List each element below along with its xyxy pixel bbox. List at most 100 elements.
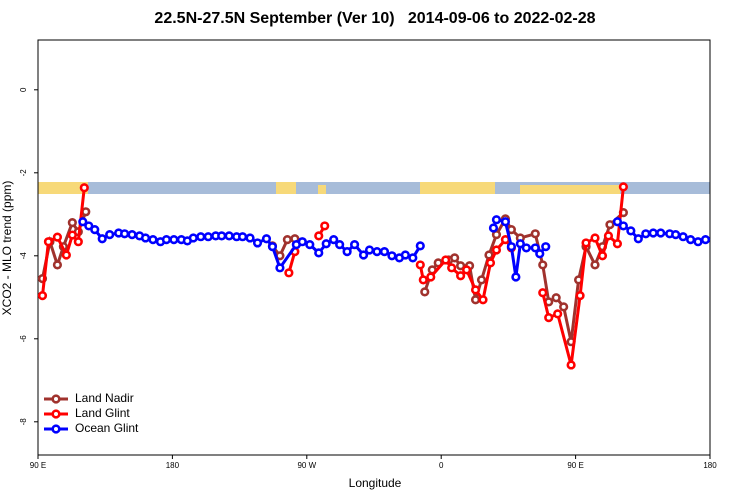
legend-label: Ocean Glint: [75, 421, 139, 435]
x-tick-label: 90 W: [297, 461, 316, 470]
data-point: [566, 360, 576, 370]
data-point: [188, 233, 198, 243]
data-point: [237, 232, 248, 242]
land-band: [318, 185, 326, 194]
data-point: [538, 260, 548, 270]
data-point: [420, 287, 430, 297]
data-point: [535, 249, 545, 259]
data-point: [641, 229, 651, 239]
legend-label: Land Glint: [75, 406, 130, 420]
land-band: [276, 182, 296, 194]
y-tick-label: -4: [19, 252, 28, 260]
data-point: [461, 265, 472, 275]
legend-label: Land Nadir: [75, 391, 134, 405]
data-point: [485, 258, 496, 268]
data-point: [544, 313, 554, 323]
data-point: [515, 239, 525, 249]
data-point: [605, 220, 615, 230]
data-point: [387, 251, 397, 261]
data-point: [61, 250, 71, 260]
data-point: [297, 237, 307, 247]
data-point: [590, 233, 600, 243]
y-tick-label: -8: [19, 418, 28, 426]
data-point: [335, 239, 345, 250]
x-tick-label: 90 E: [567, 461, 583, 470]
data-point: [656, 228, 666, 238]
data-point: [685, 235, 696, 245]
data-point: [500, 217, 511, 227]
data-point: [364, 245, 375, 255]
x-axis-label: Longitude: [349, 476, 402, 490]
data-point: [612, 239, 623, 249]
data-point: [597, 251, 608, 261]
data-point: [52, 232, 63, 242]
data-point: [415, 241, 425, 251]
x-tick-label: 90 E: [30, 461, 46, 470]
x-tick-label: 180: [166, 461, 180, 470]
data-point: [418, 275, 428, 285]
data-point: [196, 232, 206, 242]
data-point: [618, 221, 628, 231]
data-point: [284, 268, 294, 278]
y-axis-label: XCO2 - MLO trend (ppm): [0, 181, 14, 316]
data-point: [329, 235, 339, 245]
data-point: [476, 275, 487, 285]
data-point: [456, 271, 466, 281]
data-point: [78, 217, 88, 227]
data-point: [400, 250, 410, 260]
data-point: [305, 239, 315, 250]
data-point: [478, 295, 488, 305]
data-point: [321, 239, 331, 249]
data-point: [470, 285, 481, 295]
data-point: [148, 235, 158, 245]
data-point: [224, 231, 234, 241]
data-point: [484, 250, 494, 260]
data-point: [349, 239, 360, 250]
data-point: [169, 235, 179, 245]
data-point: [618, 182, 628, 192]
data-point: [671, 230, 681, 240]
data-point: [612, 217, 623, 227]
data-point: [97, 234, 107, 244]
data-point: [521, 243, 531, 253]
series-line: [541, 186, 625, 366]
data-point: [575, 291, 585, 301]
data-point: [551, 293, 561, 303]
data-point: [530, 229, 540, 239]
data-point: [81, 207, 91, 217]
data-point: [140, 233, 151, 243]
data-point: [217, 231, 227, 241]
data-point: [491, 215, 502, 225]
data-point: [553, 309, 563, 319]
data-point: [511, 272, 521, 282]
y-tick-label: -6: [19, 335, 28, 343]
data-point: [456, 261, 466, 271]
data-point: [530, 243, 540, 253]
data-point: [90, 225, 100, 235]
series-line: [81, 220, 422, 272]
data-point: [426, 272, 436, 282]
data-point: [52, 260, 63, 270]
data-point: [79, 183, 89, 193]
y-tick-label: 0: [19, 87, 28, 92]
data-point: [700, 235, 711, 245]
data-point: [275, 263, 285, 273]
data-point: [415, 260, 425, 270]
data-point: [252, 238, 263, 248]
land-band: [420, 182, 495, 194]
data-point: [261, 234, 272, 244]
data-point: [603, 231, 614, 241]
data-point: [314, 231, 324, 241]
data-point: [488, 223, 499, 233]
data-point: [105, 230, 115, 240]
plot-frame: [37, 39, 711, 456]
data-point: [120, 229, 130, 239]
data-point: [648, 228, 658, 238]
data-point: [320, 221, 330, 231]
data-point: [379, 247, 390, 257]
data-point: [314, 248, 324, 258]
data-point: [538, 288, 548, 298]
data-point: [67, 230, 77, 240]
